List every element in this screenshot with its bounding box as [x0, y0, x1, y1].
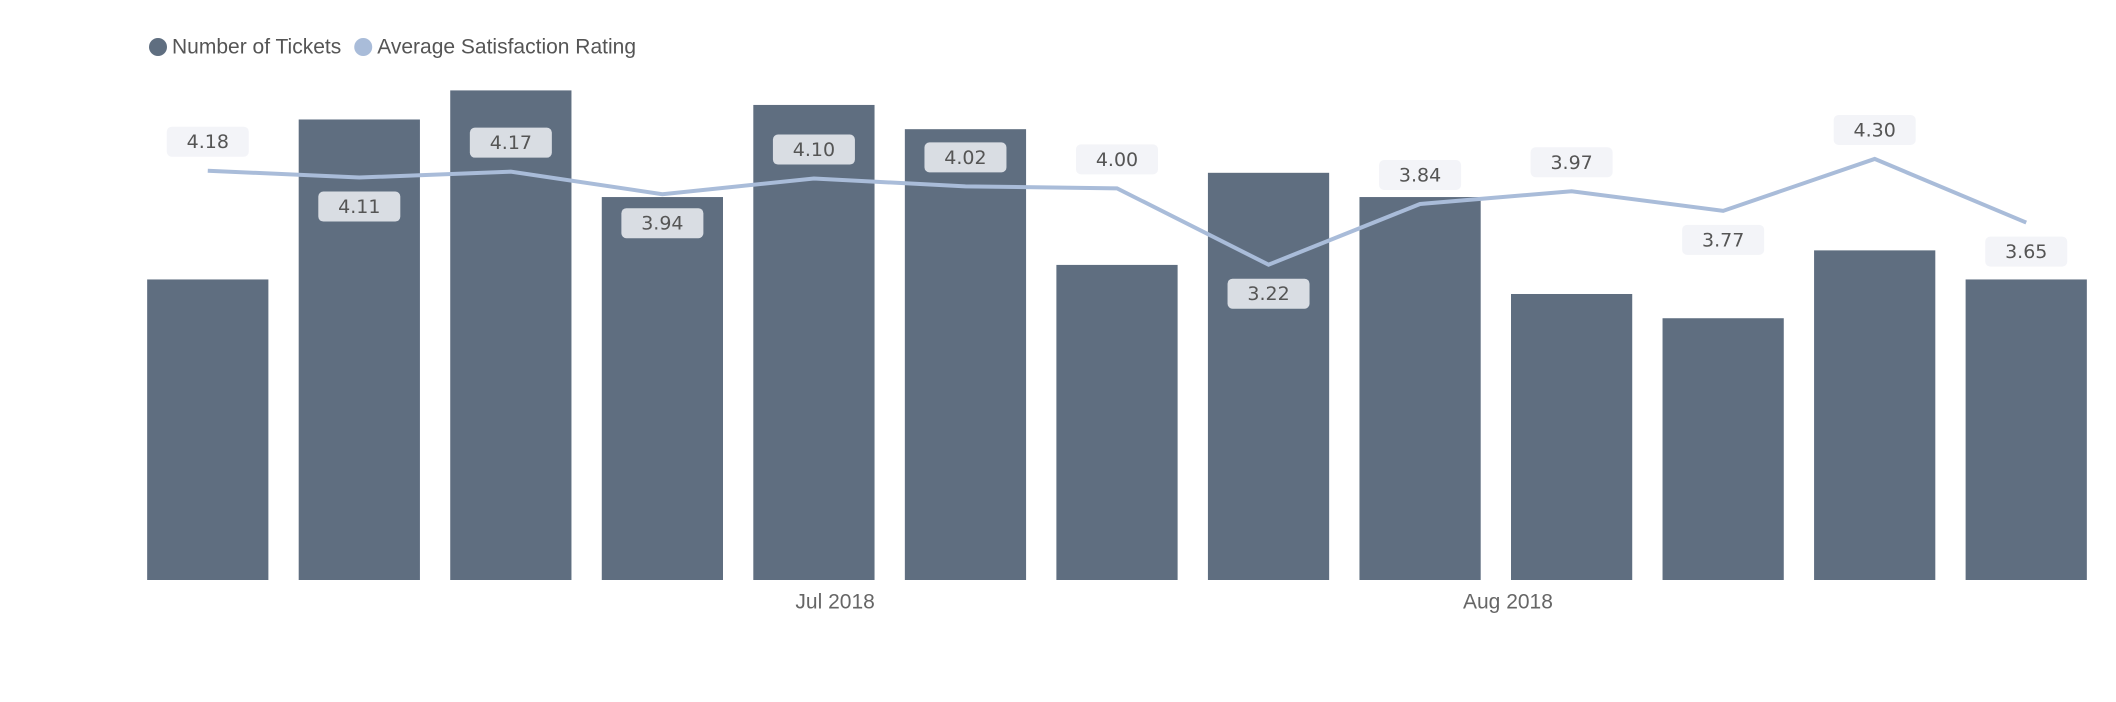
value-label: 4.11: [338, 196, 380, 218]
value-label-box: [1076, 144, 1158, 175]
value-label: 3.77: [1702, 229, 1744, 251]
bar: [1056, 264, 1178, 580]
value-label: 4.10: [793, 139, 835, 161]
value-label-box: [1379, 159, 1462, 190]
value-label: 3.84: [1399, 164, 1441, 186]
value-label: 4.17: [490, 132, 532, 154]
legend: Number of Tickets Average Satisfaction Ra…: [149, 36, 636, 59]
bar: [753, 104, 875, 581]
x-tick-label: Aug 2018: [1463, 591, 1553, 614]
value-label-box: [318, 191, 401, 222]
value-label-box: [772, 134, 855, 165]
bar: [904, 129, 1027, 581]
bar: [1965, 279, 2087, 580]
legend-marker: [149, 38, 167, 56]
line: [207, 156, 2028, 267]
bar: [1207, 172, 1330, 580]
value-label-box: [924, 142, 1007, 173]
bar: [1511, 293, 1633, 580]
value-label: 3.94: [641, 213, 683, 235]
x-tick-label: Jul 2018: [795, 591, 874, 614]
value-label: 3.22: [1247, 283, 1289, 305]
value-label-box: [166, 126, 249, 157]
value-label: 4.30: [1854, 119, 1896, 141]
value-label: 3.65: [2005, 241, 2047, 263]
bar: [147, 279, 269, 580]
value-label: 4.02: [944, 147, 986, 169]
legend-marker: [354, 38, 373, 56]
value-label-box: [1530, 147, 1613, 178]
bar: [1662, 318, 1784, 580]
value-label-box: [1985, 236, 2068, 267]
value-label-box: [1682, 224, 1765, 255]
value-label: 3.97: [1550, 152, 1592, 174]
bar: [450, 90, 572, 581]
value-label-box: [1833, 114, 1916, 145]
value-label-box: [469, 127, 552, 158]
value-label: 4.18: [187, 131, 229, 153]
bar: [601, 197, 723, 581]
legend-label: Number of Tickets: [172, 36, 341, 59]
bar: [1814, 250, 1936, 580]
value-label-box: [621, 208, 704, 239]
bar: [1359, 197, 1481, 581]
bar: [298, 119, 420, 581]
value-label: 4.00: [1096, 149, 1138, 171]
legend-label: Average Satisfaction Rating: [377, 36, 636, 59]
value-label-box: [1227, 278, 1310, 309]
